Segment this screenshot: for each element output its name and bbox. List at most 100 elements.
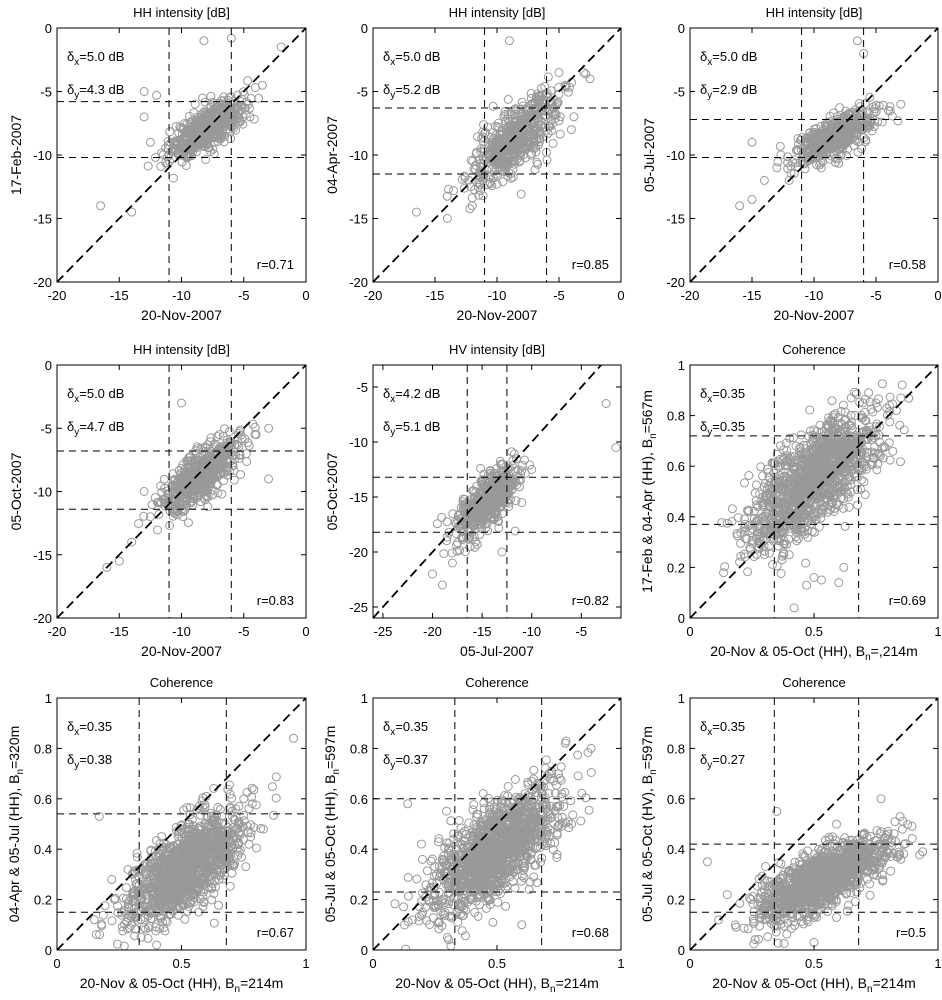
data-point — [853, 485, 862, 495]
data-point — [897, 380, 907, 390]
data-point — [844, 475, 854, 484]
data-point — [491, 479, 501, 489]
data-point — [481, 153, 491, 163]
data-point — [257, 80, 267, 90]
x-tick-label: 0 — [686, 624, 693, 639]
data-point — [473, 132, 482, 142]
data-point — [783, 152, 793, 162]
data-point — [789, 168, 799, 178]
data-point — [866, 459, 876, 469]
x-axis-label: 05-Jul-2007 — [460, 643, 534, 659]
data-point — [717, 518, 727, 528]
x-tick-label: 0 — [302, 624, 309, 639]
data-point — [823, 440, 833, 449]
data-point — [196, 477, 206, 487]
data-point — [217, 489, 227, 499]
y-tick-label: -10 — [666, 148, 685, 163]
data-point — [185, 125, 195, 135]
data-point — [169, 495, 179, 505]
data-point — [444, 527, 454, 537]
data-point — [877, 379, 887, 389]
data-point — [875, 437, 885, 447]
data-point — [579, 68, 589, 77]
data-point — [203, 502, 213, 512]
data-point — [872, 402, 882, 412]
data-point — [185, 452, 195, 462]
data-point — [508, 455, 518, 465]
data-point — [529, 105, 538, 115]
y-tick-label: -15 — [33, 212, 52, 227]
data-point — [846, 128, 856, 138]
data-point — [185, 810, 195, 820]
data-point — [252, 843, 261, 853]
data-point — [795, 158, 805, 168]
y-axis-label: 17-Feb & 04-Apr (HH), Bn=567m — [639, 390, 659, 593]
data-point — [823, 490, 833, 500]
data-point — [565, 82, 575, 92]
data-point — [777, 555, 787, 565]
y-tick-label: -10 — [349, 148, 368, 163]
data-point — [495, 456, 505, 466]
data-point — [535, 130, 545, 140]
data-point — [804, 455, 814, 465]
data-point — [504, 498, 514, 508]
x-tick-label: -5 — [238, 624, 250, 639]
data-point — [560, 80, 570, 90]
data-point — [213, 118, 223, 128]
data-point — [276, 42, 286, 52]
data-point — [206, 474, 216, 484]
data-point — [216, 131, 226, 141]
data-point — [838, 503, 848, 513]
data-point — [517, 498, 527, 507]
data-point — [782, 479, 791, 489]
data-point — [815, 160, 825, 170]
data-point — [169, 503, 179, 513]
data-point — [432, 519, 442, 529]
data-point — [846, 440, 856, 450]
data-point — [832, 147, 842, 157]
data-point — [531, 147, 541, 157]
data-point — [760, 478, 770, 488]
data-point — [836, 150, 846, 160]
data-point — [442, 532, 452, 542]
data-point — [479, 120, 489, 130]
data-point — [838, 400, 848, 410]
data-point — [817, 464, 827, 474]
data-point — [747, 194, 757, 204]
data-point — [748, 524, 758, 534]
x-tick-label: -25 — [374, 624, 393, 639]
y-axis-label: 04-Apr-2007 — [324, 116, 340, 194]
data-point — [817, 470, 826, 479]
data-point — [860, 99, 870, 108]
x-tick-label: -5 — [870, 288, 882, 303]
data-point — [492, 464, 502, 473]
data-point — [765, 541, 774, 551]
data-point — [799, 499, 809, 508]
x-tick-label: -15 — [426, 288, 445, 303]
x-tick-label: -20 — [364, 288, 383, 303]
data-point — [507, 447, 517, 457]
data-point — [780, 493, 790, 503]
one-to-one-line — [57, 365, 306, 618]
data-point — [475, 530, 485, 540]
data-point — [527, 465, 537, 474]
data-point — [225, 437, 235, 447]
data-point — [859, 477, 869, 487]
y-tick-label: -20 — [33, 275, 52, 290]
data-point — [242, 457, 252, 466]
data-point — [192, 488, 202, 498]
data-point — [442, 214, 452, 223]
data-point — [183, 145, 193, 155]
data-point — [214, 110, 224, 120]
data-point — [844, 420, 854, 429]
panel-title: Coherence — [782, 342, 846, 357]
data-point — [810, 455, 820, 465]
data-point — [825, 415, 835, 425]
x-tick-label: -5 — [238, 288, 250, 303]
x-tick-label: -15 — [110, 288, 129, 303]
data-point — [171, 122, 181, 131]
data-point — [485, 490, 495, 500]
delta-y-annotation: δy=2.9 dB — [700, 82, 757, 101]
